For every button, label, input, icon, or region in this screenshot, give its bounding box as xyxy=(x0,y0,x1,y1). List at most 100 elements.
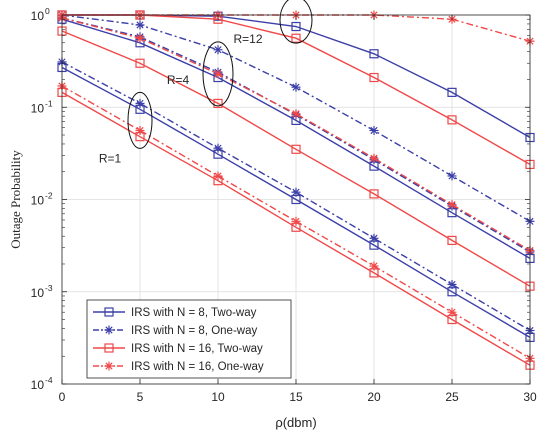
data-point xyxy=(213,45,223,55)
legend-label: IRS with N = 16, Two-way xyxy=(131,343,263,355)
y-tick-label: 10 -2 xyxy=(31,191,53,208)
data-point xyxy=(291,109,301,119)
data-point-stroke xyxy=(136,126,144,135)
data-point xyxy=(369,189,379,199)
annotation-ellipse xyxy=(279,0,313,44)
annotations: R=1 R=4 R=12 xyxy=(99,0,313,165)
legend-marker xyxy=(104,343,114,353)
legend-entry: IRS with N = 16, Two-way xyxy=(93,343,263,355)
data-point xyxy=(369,153,379,163)
legend-label: IRS with N = 8, Two-way xyxy=(131,307,257,319)
legend-entry: IRS with N = 8, Two-way xyxy=(93,307,257,319)
data-point xyxy=(447,307,457,317)
data-point xyxy=(447,279,457,289)
annotation-label: R=4 xyxy=(167,73,190,87)
legend-marker xyxy=(104,325,114,335)
data-point xyxy=(369,72,379,83)
data-point-stroke xyxy=(292,188,300,196)
data-point xyxy=(135,33,145,43)
data-point xyxy=(291,216,301,226)
data-point xyxy=(447,171,457,181)
data-point xyxy=(291,33,301,43)
y-tick-base: 10 xyxy=(31,286,45,300)
legend-entry: IRS with N = 16, One-way xyxy=(93,361,264,373)
y-tick-base: 10 xyxy=(31,194,45,208)
annotation-label: R=1 xyxy=(99,151,122,165)
data-point-stroke xyxy=(136,34,144,42)
data-point xyxy=(135,58,145,68)
data-point xyxy=(369,233,379,243)
data-point-stroke xyxy=(448,172,456,180)
data-point-stroke xyxy=(214,144,222,152)
y-tick-label: 10 -3 xyxy=(31,283,53,300)
x-tick-label: 10 xyxy=(211,390,225,404)
data-point-stroke xyxy=(214,172,222,180)
annotation-label: R=12 xyxy=(233,32,262,46)
data-point-stroke xyxy=(370,126,378,135)
x-axis-label: ρ(dbm) xyxy=(275,415,316,430)
data-point xyxy=(447,235,457,246)
data-point-stroke xyxy=(214,46,222,54)
series-line xyxy=(61,66,531,339)
data-point xyxy=(213,69,223,79)
y-tick-exponent: -4 xyxy=(45,375,53,385)
data-point-stroke xyxy=(292,217,300,225)
legend: IRS with N = 8, Two-way IRS with N = 8, O… xyxy=(86,299,292,379)
x-tick-label: 25 xyxy=(445,390,459,404)
series-7 xyxy=(57,26,535,291)
data-point xyxy=(447,87,457,97)
x-tick-label: 15 xyxy=(289,390,303,404)
y-tick-exponent: -3 xyxy=(45,283,53,293)
annotation-ellipse xyxy=(202,41,234,107)
data-point xyxy=(213,171,223,181)
series-line xyxy=(61,30,531,287)
y-tick-base: 10 xyxy=(31,9,45,23)
y-tick-base: 10 xyxy=(31,378,45,392)
legend-marker-stroke xyxy=(105,326,113,334)
data-point-stroke xyxy=(136,21,144,29)
legend-box xyxy=(86,299,292,379)
legend-entry: IRS with N = 8, One-way xyxy=(93,325,257,337)
legend-label: IRS with N = 16, One-way xyxy=(131,361,264,373)
data-point-stroke xyxy=(448,201,456,209)
y-axis-label: Outage Probability xyxy=(8,150,23,249)
data-point xyxy=(447,115,457,125)
series-line xyxy=(61,91,531,366)
data-point xyxy=(447,200,457,210)
data-point-stroke xyxy=(448,308,456,316)
y-tick-base: 10 xyxy=(31,101,45,115)
y-tick-exponent: 0 xyxy=(45,6,50,16)
data-point-stroke xyxy=(292,110,300,118)
legend-marker xyxy=(104,307,114,317)
data-point-stroke xyxy=(370,262,378,270)
data-point-stroke xyxy=(292,83,300,91)
y-tick-exponent: -2 xyxy=(45,191,53,201)
legend-marker-stroke xyxy=(105,362,113,370)
data-point xyxy=(291,144,301,154)
data-point xyxy=(369,49,379,59)
data-point-stroke xyxy=(370,234,378,242)
data-point xyxy=(135,20,145,30)
data-point xyxy=(369,125,379,135)
data-point xyxy=(213,143,223,153)
series-line xyxy=(61,18,531,260)
x-tick-label: 20 xyxy=(367,390,381,404)
data-point-stroke xyxy=(370,154,378,162)
x-tick-label: 5 xyxy=(137,390,144,404)
data-point xyxy=(135,98,145,108)
data-point-stroke xyxy=(214,70,222,78)
legend-marker xyxy=(104,361,114,371)
y-tick-label: 10 -4 xyxy=(31,375,53,392)
data-point-stroke xyxy=(448,280,456,289)
data-point xyxy=(369,261,379,271)
legend-label: IRS with N = 8, One-way xyxy=(131,325,257,337)
annotation-ellipse xyxy=(127,91,153,149)
data-point xyxy=(291,21,301,32)
data-point xyxy=(213,98,223,109)
x-tick-label: 0 xyxy=(59,390,66,404)
x-tick-label: 30 xyxy=(523,390,537,404)
data-point xyxy=(135,125,145,135)
series-layer xyxy=(57,10,535,370)
